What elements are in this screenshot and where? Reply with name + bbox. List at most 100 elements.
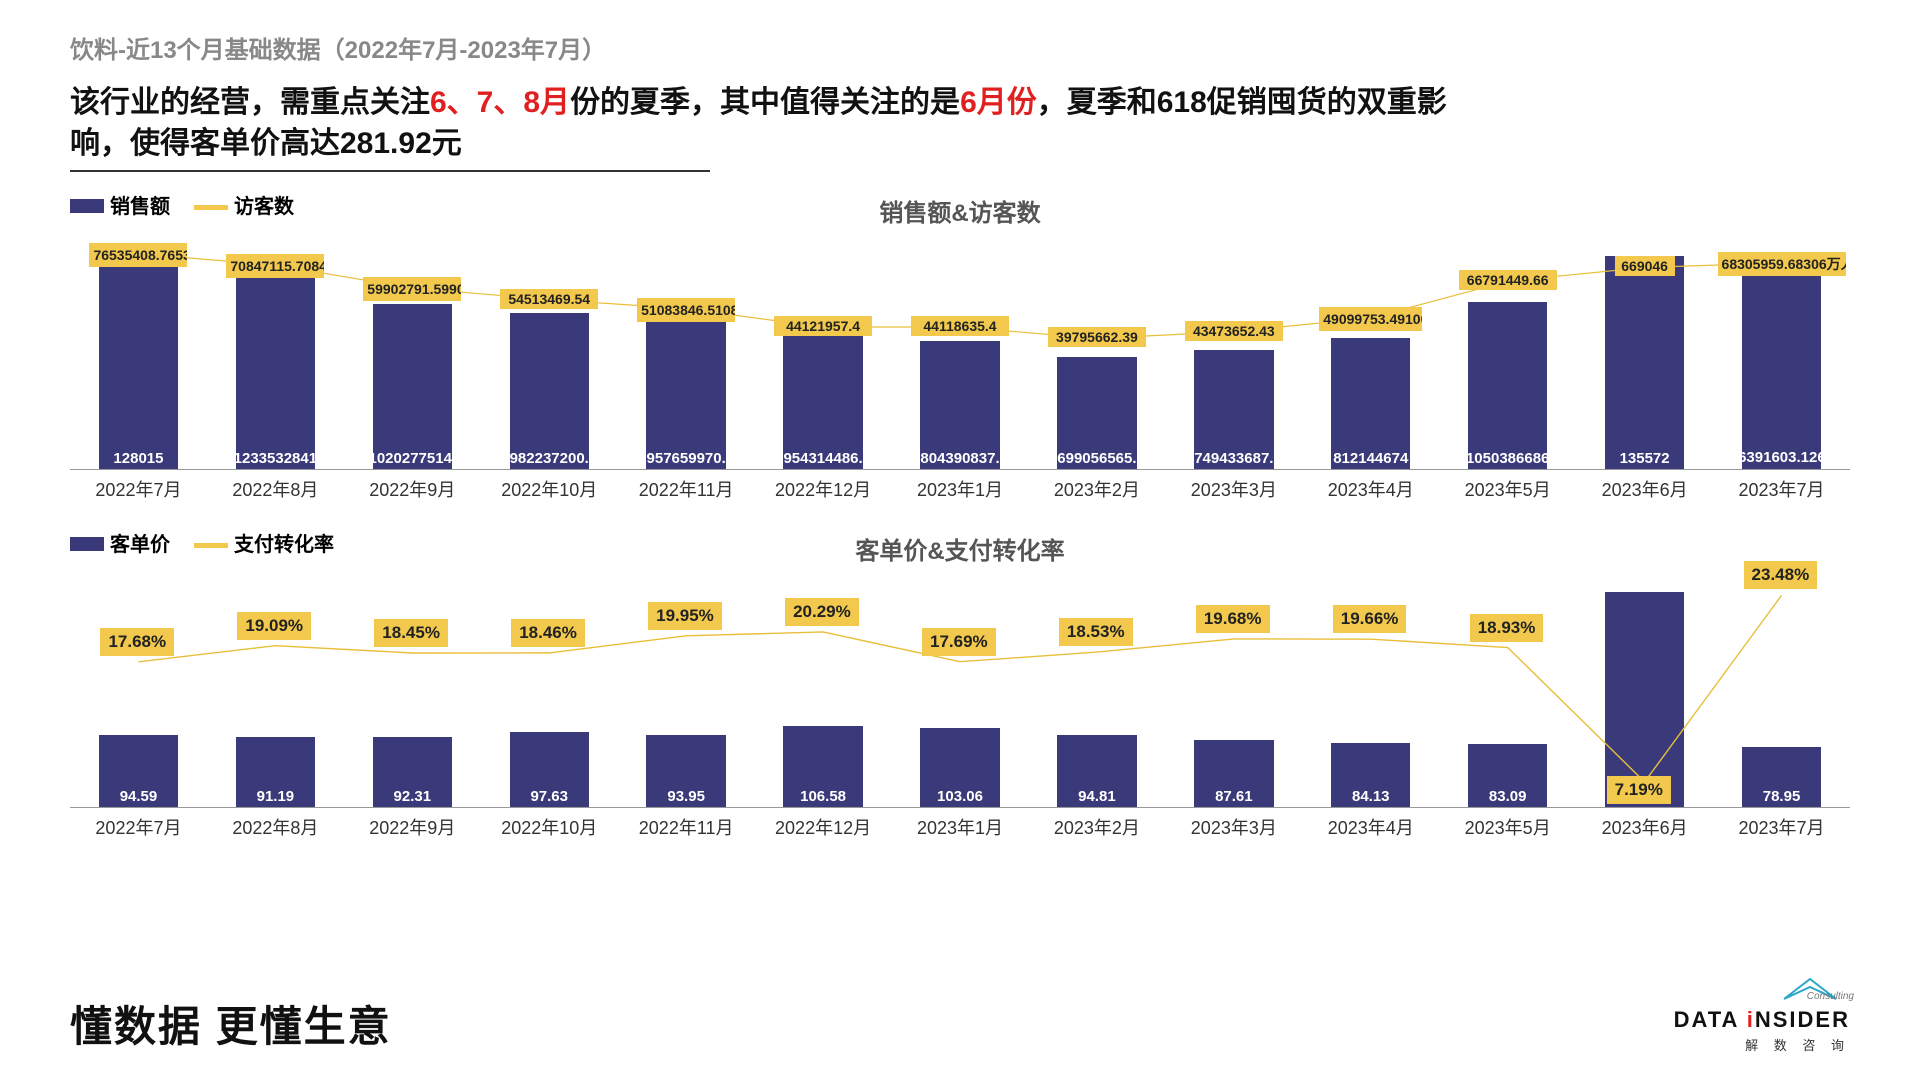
legend-line-swatch [194, 543, 228, 548]
x-tick: 2023年2月 [1028, 470, 1165, 502]
conversion-rate-label: 19.95% [648, 602, 722, 630]
sales-bar-label: 804390837. [892, 450, 1029, 467]
x-tick: 2022年11月 [618, 808, 755, 840]
unit-price-label: 94.59 [70, 788, 207, 805]
unit-price-label: 91.19 [207, 788, 344, 805]
chart2-col: 97.63 [481, 578, 618, 807]
chart1-col: 954314486. [755, 240, 892, 469]
x-tick: 2022年10月 [481, 470, 618, 502]
x-tick: 2022年10月 [481, 808, 618, 840]
unit-price-label: 106.58 [755, 788, 892, 805]
x-tick: 2023年6月 [1576, 470, 1713, 502]
conversion-rate-label: 19.09% [237, 612, 311, 640]
sales-bar-label: 749433687. [1165, 450, 1302, 467]
visitors-label: 76535408.76535万 [89, 243, 187, 267]
visitors-label: 49099753.49100万人 [1319, 307, 1422, 331]
conversion-rate-label: 19.68% [1196, 605, 1270, 633]
sales-bar-label: 812144674 [1302, 450, 1439, 467]
chart2-title: 客单价&支付转化率 [70, 531, 1850, 566]
x-tick: 2022年12月 [755, 808, 892, 840]
chart2-col: 92.31 [344, 578, 481, 807]
headline-underline [70, 170, 710, 172]
sales-bar-label: 1233532841 [207, 450, 344, 467]
sales-bar-label: 957659970. [618, 450, 755, 467]
page-subtitle: 饮料-近13个月基础数据（2022年7月-2023年7月） [70, 30, 1850, 65]
unit-price-label: 103.06 [892, 788, 1029, 805]
x-tick: 2022年8月 [207, 808, 344, 840]
chart1-col: 128015 [70, 240, 207, 469]
chart1-title: 销售额&访客数 [70, 193, 1850, 228]
x-tick: 2023年6月 [1576, 808, 1713, 840]
conversion-rate-label: 20.29% [785, 598, 859, 626]
sales-bar [510, 313, 589, 469]
conversion-rate-label: 18.93% [1470, 614, 1544, 642]
visitors-label: 59902791.59902万 [363, 277, 461, 301]
footer: 懂数据 更懂生意 DATA iNSIDER Consulting 解 数 咨 询 [70, 973, 1850, 1054]
chart1-plot: 12801512335328411020277514.982237200.957… [70, 240, 1850, 470]
x-tick: 2022年11月 [618, 470, 755, 502]
brand-block: DATA iNSIDER Consulting 解 数 咨 询 [1674, 973, 1850, 1054]
visitors-label: 70847115.70847万人 [226, 254, 324, 278]
x-tick: 2023年3月 [1165, 470, 1302, 502]
sales-bar [236, 274, 315, 469]
chart1: 12801512335328411020277514.982237200.957… [70, 240, 1850, 502]
unit-price-bar [1605, 592, 1684, 807]
chart2-x-axis: 2022年7月2022年8月2022年9月2022年10月2022年11月202… [70, 808, 1850, 840]
chart1-col: 1020277514. [344, 240, 481, 469]
unit-price-label: 97.63 [481, 788, 618, 805]
x-tick: 2022年7月 [70, 808, 207, 840]
conversion-rate-label: 17.68% [100, 628, 174, 656]
chart1-col: 957659970. [618, 240, 755, 469]
sales-bar [1605, 256, 1684, 469]
sales-bar [99, 267, 178, 469]
chart2: 94.5991.1992.3197.6393.95106.58103.0694.… [70, 578, 1850, 840]
sales-bar-label: 1266391603.1266亿元 [1713, 446, 1850, 467]
sales-bar-label: 1050386686 [1439, 450, 1576, 467]
sales-bar-label: 954314486. [755, 450, 892, 467]
legend-bar-swatch [70, 199, 104, 213]
sales-bar-label: 699056565. [1028, 450, 1165, 467]
sales-bar [646, 318, 725, 469]
x-tick: 2023年5月 [1439, 470, 1576, 502]
legend-bar-swatch [70, 537, 104, 551]
x-tick: 2023年1月 [892, 808, 1029, 840]
chart2-plot: 94.5991.1992.3197.6393.95106.58103.0694.… [70, 578, 1850, 808]
visitors-label: 39795662.39 [1048, 327, 1146, 347]
chart1-col: 699056565. [1028, 240, 1165, 469]
conversion-rate-label: 18.45% [374, 619, 448, 647]
chart1-col: 804390837. [892, 240, 1029, 469]
visitors-label: 51083846.51084万 [637, 298, 735, 322]
conversion-rate-label: 17.69% [922, 628, 996, 656]
visitors-label: 44118635.4 [911, 316, 1009, 336]
visitors-label: 44121957.4 [774, 316, 872, 336]
sales-bar [1742, 267, 1821, 469]
unit-price-label: 78.95 [1713, 788, 1850, 805]
conversion-rate-label: 18.53% [1059, 618, 1133, 646]
unit-price-label: 94.81 [1028, 788, 1165, 805]
legend-line-swatch [194, 205, 228, 210]
chart2-col: 281.92 [1576, 578, 1713, 807]
x-tick: 2023年4月 [1302, 470, 1439, 502]
visitors-label: 66791449.66 [1459, 270, 1557, 290]
x-tick: 2023年1月 [892, 470, 1029, 502]
visitors-label: 54513469.54 [500, 289, 598, 309]
sales-bar [373, 304, 452, 469]
x-tick: 2022年9月 [344, 470, 481, 502]
unit-price-label: 83.09 [1439, 788, 1576, 805]
unit-price-label: 92.31 [344, 788, 481, 805]
chart2-col: 103.06 [892, 578, 1029, 807]
sales-bar-label: 982237200. [481, 450, 618, 467]
x-tick: 2022年8月 [207, 470, 344, 502]
chart1-x-axis: 2022年7月2022年8月2022年9月2022年10月2022年11月 202… [70, 470, 1850, 502]
legend-bar-label: 客单价 [110, 534, 170, 556]
unit-price-label: 93.95 [618, 788, 755, 805]
x-tick: 2023年3月 [1165, 808, 1302, 840]
x-tick: 2022年7月 [70, 470, 207, 502]
visitors-label: 68305959.68306万人 [1718, 252, 1846, 276]
sales-bar [1468, 302, 1547, 469]
conversion-rate-label: 18.46% [511, 619, 585, 647]
legend-line-label: 支付转化率 [234, 534, 334, 556]
conversion-rate-label: 7.19% [1607, 776, 1671, 804]
chart1-col: 982237200. [481, 240, 618, 469]
x-tick: 2022年9月 [344, 808, 481, 840]
